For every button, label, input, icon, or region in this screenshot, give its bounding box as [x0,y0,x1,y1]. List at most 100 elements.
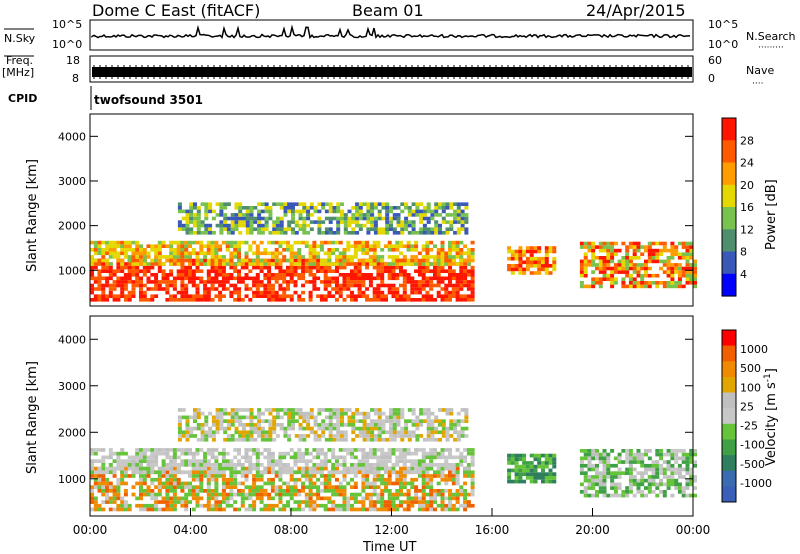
echo-cell [180,459,185,463]
echo-cell [293,485,298,489]
echo-cell [101,463,106,467]
echo-cell [410,481,415,486]
echo-cell [387,244,392,248]
echo-cell [200,411,205,416]
echo-cell [677,270,682,274]
echo-cell [189,209,194,214]
echo-cell [587,478,592,483]
echo-cell [380,262,385,266]
echo-cell [249,419,254,423]
echo-cell [460,419,465,423]
echo-cell [399,273,403,277]
echo-cell [342,463,347,467]
echo-cell [184,503,189,508]
echo-cell [229,470,234,475]
echo-cell [417,269,422,273]
echo-cell [154,448,159,452]
colorbar-tick-label: 12 [740,223,754,236]
echo-cell [203,455,208,460]
echo-cell [308,481,313,486]
echo-cell [387,287,392,291]
echo-cell [470,251,475,256]
echo-cell [199,298,204,302]
echo-cell [142,273,147,277]
echo-cell [368,503,373,508]
echo-cell [131,474,136,478]
echo-cell [150,466,155,471]
echo-cell [362,223,367,228]
echo-cell [263,507,268,512]
echo-cell [316,477,321,482]
echo-cell [90,485,94,489]
echo-cell [211,209,216,214]
echo-cell [191,492,196,497]
echo-cell [396,408,401,412]
echo-cell [529,468,534,473]
echo-cell [406,496,411,501]
echo-cell [274,248,279,252]
echo-cell [647,252,652,256]
echo-cell [238,434,243,438]
echo-cell [195,448,200,452]
echo-cell [257,430,262,435]
echo-cell [116,485,121,489]
echo-cell [335,470,339,475]
echo-cell [453,216,458,221]
echo-cell [157,283,162,288]
echo-cell [240,276,245,281]
echo-cell [376,477,381,482]
echo-cell [120,481,125,486]
echo-cell [632,245,637,249]
echo-cell [172,459,177,463]
echo-cell [161,481,166,486]
echo-cell [215,430,220,435]
x-tick-label: 00:00 [73,523,108,537]
echo-cell [628,245,633,249]
echo-cell [587,452,592,457]
echo-cell [301,451,306,456]
echo-cell [189,434,194,438]
echo-cell [312,276,317,281]
echo-cell [417,251,422,256]
echo-cell [319,474,324,478]
echo-cell [289,255,294,259]
echo-cell [537,249,542,254]
echo-cell [195,451,200,456]
echo-cell [142,503,147,508]
echo-cell [267,477,272,482]
echo-cell [233,470,238,475]
echo-cell [602,263,607,267]
echo-cell [206,298,211,302]
echo-cell [514,468,519,473]
echo-cell [434,209,439,214]
echo-cell [440,287,445,291]
echo-cell [131,455,136,460]
echo-cell [400,220,405,224]
echo-cell [135,265,140,270]
echo-cell [610,241,615,246]
echo-cell [385,437,390,442]
echo-cell [466,492,471,497]
echo-cell [268,408,273,412]
echo-cell [380,290,385,295]
echo-cell [685,248,690,253]
echo-cell [415,209,420,214]
echo-cell [451,455,456,460]
echo-cell [257,213,262,217]
echo-cell [193,206,197,210]
echo-cell [677,241,682,246]
echo-cell [518,479,523,484]
echo-cell [301,500,306,504]
echo-cell [172,251,177,256]
echo-cell [90,262,94,266]
echo-cell [195,474,200,478]
echo-cell [350,290,354,295]
echo-cell [317,231,322,235]
echo-cell [297,503,302,508]
echo-cell [331,294,336,298]
echo-cell [101,255,106,259]
echo-cell [248,276,253,281]
echo-cell [302,411,307,416]
echo-cell [617,471,622,475]
echo-cell [278,474,283,478]
